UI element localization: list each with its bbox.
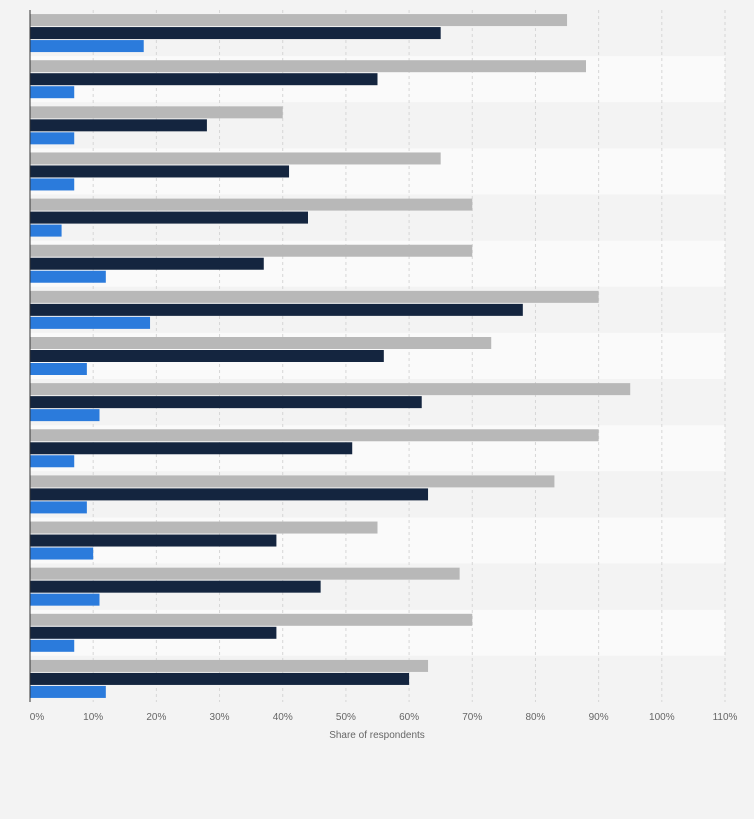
bar[interactable] [30,270,106,283]
x-tick-label: 0% [30,712,45,723]
bar[interactable] [30,488,429,501]
bar[interactable] [30,40,144,53]
bar[interactable] [30,350,384,362]
bar[interactable] [30,244,473,257]
bar[interactable] [30,27,441,40]
bar[interactable] [30,442,353,455]
bar[interactable] [30,224,62,237]
bar[interactable] [30,567,460,580]
x-tick-label: 70% [462,712,482,723]
x-tick-label: 50% [336,712,356,723]
bar[interactable] [30,580,321,593]
x-tick-label: 90% [589,712,609,723]
bar[interactable] [30,257,264,270]
x-tick-label: 10% [83,712,103,723]
x-tick-label: 100% [649,712,675,723]
x-tick-label: 60% [399,712,419,723]
bar[interactable] [30,429,599,442]
bar[interactable] [30,211,308,224]
bar[interactable] [30,106,283,119]
bar[interactable] [30,337,492,349]
bar[interactable] [30,363,87,375]
x-tick-label: 40% [273,712,293,723]
x-tick-label: 30% [210,712,230,723]
bar[interactable] [30,593,100,606]
bar[interactable] [30,290,599,303]
bar[interactable] [30,659,429,672]
bar[interactable] [30,316,151,329]
bar[interactable] [30,165,290,178]
bar[interactable] [30,198,473,211]
bar[interactable] [30,409,100,422]
bar[interactable] [30,383,631,396]
bar[interactable] [30,685,106,698]
bar[interactable] [30,73,378,86]
x-axis-title: Share of respondents [329,730,425,741]
bar[interactable] [30,547,94,560]
x-tick-label: 20% [146,712,166,723]
bar[interactable] [30,455,75,468]
bar[interactable] [30,534,277,547]
bar[interactable] [30,521,378,534]
bar[interactable] [30,613,473,626]
bar[interactable] [30,60,586,73]
bar[interactable] [30,86,75,99]
bar[interactable] [30,501,87,514]
bar[interactable] [30,119,207,132]
bar[interactable] [30,626,277,639]
x-tick-label: 80% [525,712,545,723]
bar[interactable] [30,303,523,316]
bar[interactable] [30,152,441,165]
bars [30,14,631,698]
bar[interactable] [30,475,555,488]
bar[interactable] [30,639,75,652]
bar[interactable] [30,132,75,145]
bar[interactable] [30,178,75,191]
bar[interactable] [30,672,410,685]
bar[interactable] [30,14,568,27]
x-tick-label: 110% [713,712,738,723]
bar[interactable] [30,396,422,409]
x-tick-labels: 0% 10% 20% 30% 40% 50% 60% 70% 80% 90% 100% 110% [30,712,738,723]
